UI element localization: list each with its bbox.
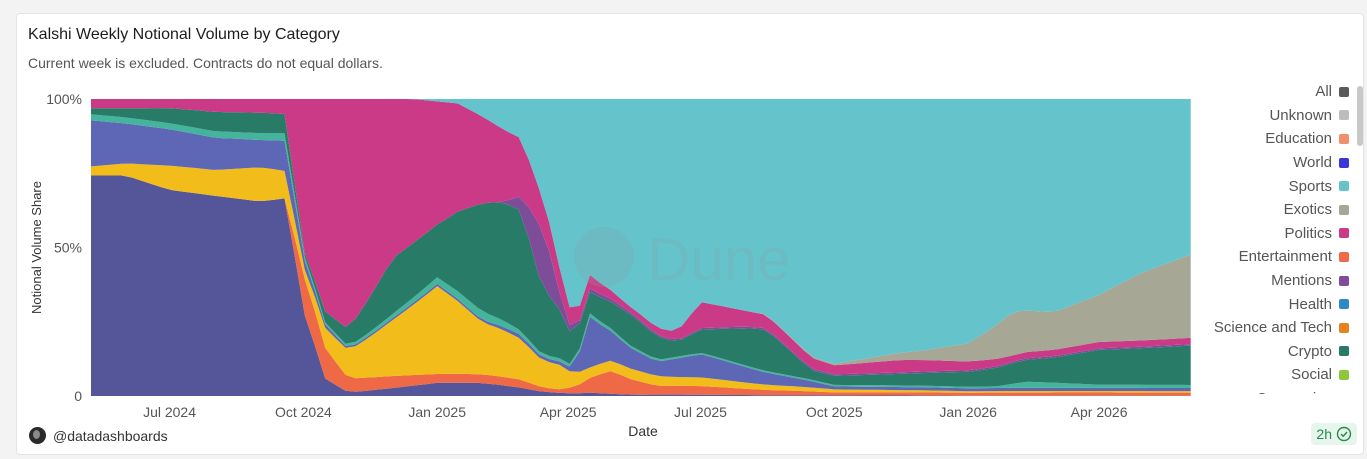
y-tick-label: 100% — [46, 91, 82, 107]
x-tick-label: Oct 2024 — [275, 404, 332, 420]
x-tick-label: Oct 2025 — [806, 404, 863, 420]
series-areas — [91, 99, 1191, 396]
x-tick-label: Jul 2025 — [674, 404, 727, 420]
y-tick-label: 0 — [74, 388, 82, 404]
x-tick-label: Jul 2024 — [143, 404, 196, 420]
x-tick-label: Apr 2025 — [540, 404, 597, 420]
legend-swatch — [1339, 181, 1349, 192]
area-crypto[interactable] — [91, 108, 1191, 387]
legend-label: Mentions — [1271, 272, 1332, 290]
legend-label: Crypto — [1287, 342, 1332, 360]
legend-swatch — [1339, 275, 1349, 286]
author-handle: @datadashboards — [53, 427, 168, 444]
legend-swatch — [1339, 204, 1349, 215]
legend-item-unknown[interactable]: Unknown — [1179, 104, 1349, 128]
legend-swatch — [1339, 251, 1349, 262]
legend-swatch — [1339, 86, 1349, 97]
legend-swatch — [1339, 157, 1349, 168]
area-financials[interactable] — [91, 163, 1191, 393]
legend-item-mentions[interactable]: Mentions — [1179, 269, 1349, 293]
legend-item-health[interactable]: Health — [1179, 292, 1349, 316]
chart-subtitle: Current week is excluded. Contracts do n… — [28, 55, 383, 71]
legend-label: Companies — [1256, 390, 1332, 394]
area-politics[interactable] — [91, 99, 1191, 375]
legend-item-entertainment[interactable]: Entertainment — [1179, 245, 1349, 269]
refresh-age: 2h — [1316, 426, 1332, 442]
area-economics[interactable] — [91, 120, 1191, 392]
legend-label: Science and Tech — [1213, 319, 1332, 337]
y-tick-label: 50% — [54, 240, 82, 256]
legend-item-world[interactable]: World — [1179, 151, 1349, 175]
legend-item-all[interactable]: All — [1179, 80, 1349, 104]
legend-item-social[interactable]: Social — [1179, 363, 1349, 387]
area-climate-and-weather[interactable] — [91, 175, 1191, 397]
check-circle-icon — [1336, 426, 1352, 442]
legend-swatch — [1339, 110, 1349, 121]
legend-label: Education — [1265, 130, 1332, 148]
area-chart: Dune 0 50% 100% Jul 2024 Oct 2024 Jan 2025 Apr… — [29, 91, 1191, 439]
x-tick-label: Jan 2026 — [939, 404, 997, 420]
legend-swatch — [1339, 369, 1349, 380]
legend-scrollbar[interactable] — [1357, 86, 1363, 146]
legend-swatch — [1339, 299, 1349, 310]
chart-title: Kalshi Weekly Notional Volume by Categor… — [28, 26, 340, 43]
y-axis-label: Notional Volume Share — [29, 181, 44, 314]
legend-item-sports[interactable]: Sports — [1179, 174, 1349, 198]
dune-watermark: Dune — [574, 226, 790, 293]
area-exotics[interactable] — [91, 99, 1191, 366]
dune-logo-icon — [574, 227, 634, 287]
legend-item-exotics[interactable]: Exotics — [1179, 198, 1349, 222]
legend-label: World — [1293, 154, 1332, 172]
legend-label: Exotics — [1283, 201, 1332, 219]
legend-item-crypto[interactable]: Crypto — [1179, 340, 1349, 364]
axes: 0 50% 100% Jul 2024 Oct 2024 Jan 2025 Apr 2025… — [29, 91, 1128, 439]
watermark-text: Dune — [647, 226, 790, 293]
legend-swatch — [1339, 228, 1349, 239]
refresh-badge[interactable]: 2h — [1311, 423, 1357, 445]
author[interactable]: @datadashboards — [29, 427, 168, 444]
area-mentions[interactable] — [91, 108, 1191, 376]
chart-card: Kalshi Weekly Notional Volume by Categor… — [16, 13, 1364, 455]
legend-item-education[interactable]: Education — [1179, 127, 1349, 151]
legend: All Unknown Education World Sports Exotics Pol… — [1179, 80, 1349, 394]
legend-swatch — [1339, 322, 1349, 333]
x-tick-label: Jan 2025 — [408, 404, 466, 420]
legend-label: Unknown — [1269, 106, 1332, 124]
area-sports[interactable] — [91, 99, 1191, 364]
legend-item-science-and-tech[interactable]: Science and Tech — [1179, 316, 1349, 340]
legend-label: Sports — [1288, 177, 1332, 195]
legend-item-politics[interactable]: Politics — [1179, 222, 1349, 246]
legend-label: Social — [1291, 366, 1332, 384]
legend-label: Health — [1288, 295, 1332, 313]
legend-swatch — [1339, 346, 1349, 357]
x-tick-label: Apr 2026 — [1071, 404, 1128, 420]
legend-label: All — [1315, 83, 1332, 101]
legend-item-companies[interactable]: Companies — [1179, 387, 1349, 394]
legend-swatch — [1339, 133, 1349, 144]
legend-label: Politics — [1284, 224, 1332, 242]
legend-label: Entertainment — [1238, 248, 1332, 266]
x-axis-label: Date — [628, 423, 658, 439]
avatar — [29, 427, 46, 444]
